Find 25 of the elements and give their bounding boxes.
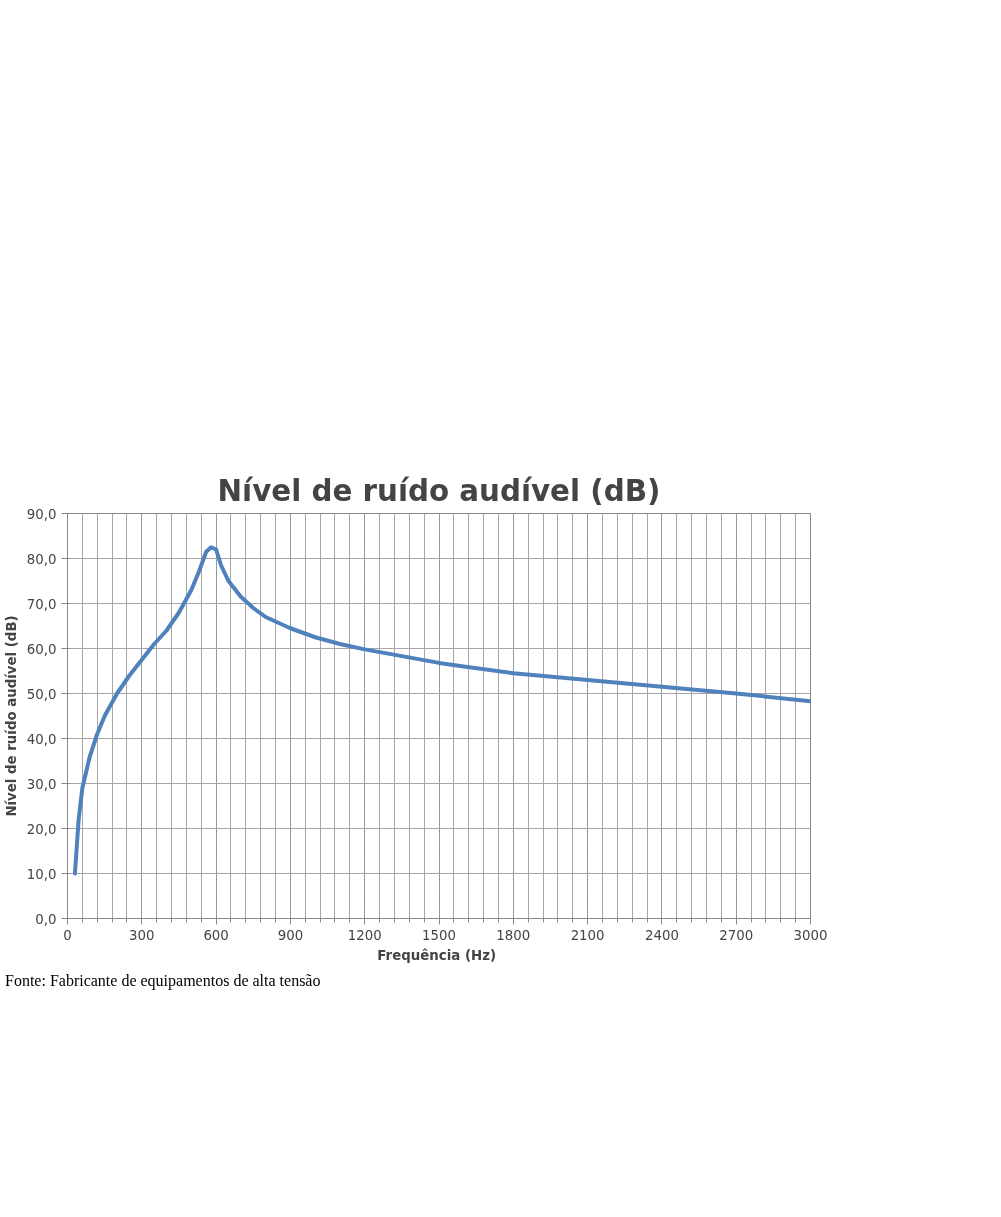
- x-tick-label: 300: [129, 927, 155, 943]
- source-note: Fonte: Fabricante de equipamentos de alta tensão: [5, 971, 321, 992]
- x-axis-title: Frequência (Hz): [377, 947, 496, 963]
- x-tick-label: 1800: [496, 927, 531, 943]
- x-tick-label: 0: [63, 927, 72, 943]
- x-tick-label: 3000: [793, 927, 828, 943]
- x-tick-label: 1200: [347, 927, 382, 943]
- x-tick-label: 2400: [644, 927, 679, 943]
- x-tick-label: 2700: [719, 927, 754, 943]
- x-tick-label: 900: [277, 927, 304, 943]
- y-tick-label: 50,0: [26, 686, 57, 702]
- y-tick-label: 30,0: [26, 776, 57, 792]
- y-tick-label: 90,0: [26, 506, 57, 522]
- y-tick-label: 40,0: [26, 731, 57, 747]
- chart-title: Nível de ruído audível (dB): [217, 473, 661, 508]
- y-tick-label: 70,0: [26, 596, 57, 612]
- y-axis-title: Nível de ruído audível (dB): [3, 615, 19, 817]
- x-tick-label: 2100: [570, 927, 605, 943]
- y-tick-label: 10,0: [26, 866, 57, 882]
- y-tick-label: 80,0: [26, 551, 57, 567]
- y-tick-label: 20,0: [26, 821, 57, 837]
- y-tick-label: 60,0: [26, 641, 57, 657]
- x-tick-label: 600: [203, 927, 229, 943]
- x-tick-label: 1500: [422, 927, 456, 943]
- y-tick-label: 0,0: [35, 911, 57, 927]
